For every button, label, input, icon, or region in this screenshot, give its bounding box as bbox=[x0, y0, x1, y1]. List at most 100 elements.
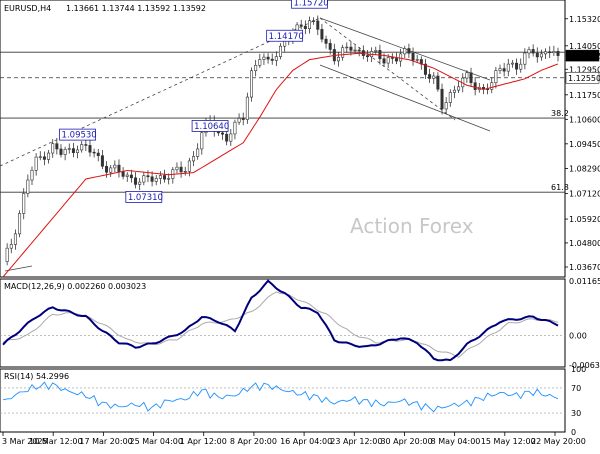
dashed-level-tag-label: 1.12550 bbox=[568, 74, 600, 83]
candle-body bbox=[158, 175, 162, 179]
macd-layer bbox=[0, 279, 565, 362]
diagonal-dotted-line bbox=[319, 17, 456, 121]
current-price-tag-bg bbox=[565, 49, 600, 62]
candle-body bbox=[254, 64, 258, 72]
candle-body bbox=[34, 156, 38, 171]
candle-body bbox=[515, 62, 519, 70]
price-annotation-label-1: 1.09530 bbox=[62, 131, 97, 141]
candle-body bbox=[345, 46, 349, 49]
symbol-label: EURUSD,H4 bbox=[4, 4, 51, 13]
candle-body bbox=[469, 72, 473, 84]
candle-body bbox=[26, 179, 30, 194]
x-tick-label-5: 8 Apr 20:00 bbox=[230, 437, 277, 446]
x-tick-label-10: 15 May 12:00 bbox=[481, 437, 536, 446]
candle-body bbox=[18, 213, 22, 235]
candle-body bbox=[237, 118, 241, 123]
candle-body bbox=[349, 46, 353, 51]
candle-body bbox=[192, 156, 196, 162]
candle-body bbox=[415, 59, 419, 61]
candle-body bbox=[270, 58, 274, 61]
price-tick-label-10: 1.03670 bbox=[569, 263, 600, 272]
rsi-tick-label-2: 30 bbox=[571, 409, 581, 418]
moving-average-line bbox=[2, 52, 559, 278]
price-tick-label-6: 1.08290 bbox=[569, 165, 600, 174]
candle-body bbox=[105, 165, 109, 173]
candle-body bbox=[22, 193, 26, 214]
price-tick-label-5: 1.09450 bbox=[569, 140, 600, 149]
candle-body bbox=[9, 244, 13, 249]
candle-body bbox=[225, 133, 229, 142]
candle-body bbox=[336, 56, 340, 62]
candle-body bbox=[411, 52, 415, 61]
candle-body bbox=[341, 47, 345, 58]
candle-body bbox=[390, 57, 394, 59]
candle-body bbox=[138, 181, 142, 185]
candle-body bbox=[262, 56, 266, 60]
rsi-tick-label-3: 0 bbox=[571, 428, 576, 437]
candle-body bbox=[357, 49, 361, 52]
candle-body bbox=[163, 175, 167, 180]
candle-body bbox=[452, 89, 456, 93]
bottom-short-trendline bbox=[4, 265, 33, 272]
rsi-panel-frame bbox=[0, 368, 566, 433]
candle-body bbox=[399, 53, 403, 62]
candle-body bbox=[544, 51, 548, 55]
candle-body bbox=[523, 52, 527, 65]
candle-body bbox=[241, 118, 245, 120]
candle-body bbox=[428, 74, 432, 79]
price-annotation-label-4: 1.14170 bbox=[269, 32, 304, 42]
rsi-line bbox=[2, 381, 559, 413]
dashed-level-tag-bg bbox=[565, 72, 600, 84]
candle-body bbox=[303, 25, 307, 29]
x-tick-label-9: 8 May 04:00 bbox=[431, 437, 481, 446]
price-tick-label-1: 1.14050 bbox=[569, 42, 600, 51]
candle-body bbox=[324, 38, 328, 44]
candle-body bbox=[535, 52, 539, 58]
long-dotted-trendline bbox=[0, 17, 321, 167]
rsi-tick-label-0: 100 bbox=[571, 365, 586, 374]
candle-body bbox=[233, 121, 237, 135]
candle-body bbox=[552, 51, 556, 54]
candle-body bbox=[5, 247, 9, 262]
candle-body bbox=[150, 176, 154, 182]
x-tick-label-0: 3 Mar 2025 bbox=[2, 437, 48, 446]
candle-body bbox=[179, 166, 183, 173]
candle-body bbox=[142, 175, 146, 183]
candle-body bbox=[47, 152, 51, 160]
macd-title: MACD(12,26,9) 0.002260 0.003023 bbox=[4, 282, 146, 291]
candle-body bbox=[146, 175, 150, 178]
x-tick-label-6: 16 Apr 04:00 bbox=[280, 437, 332, 446]
price-tick-label-8: 1.05920 bbox=[569, 215, 600, 224]
candle-body bbox=[473, 82, 477, 90]
candle-body bbox=[38, 156, 42, 158]
candle-body bbox=[80, 144, 84, 151]
candle-body bbox=[353, 49, 357, 52]
price-annotation-label-3: 1.10640 bbox=[194, 122, 229, 132]
candle-body bbox=[187, 160, 191, 172]
x-tick-label-2: 17 Mar 20:00 bbox=[79, 437, 132, 446]
candle-body bbox=[245, 96, 249, 120]
candle-body bbox=[200, 132, 204, 150]
candle-body bbox=[258, 59, 262, 66]
candle-body bbox=[55, 143, 59, 150]
candle-body bbox=[407, 48, 411, 54]
candle-body bbox=[465, 72, 469, 79]
price-annotation-label-0: 1.15720 bbox=[293, 0, 328, 9]
rsi-tick-label-1: 70 bbox=[571, 384, 581, 393]
candle-body bbox=[448, 92, 452, 103]
fib-level-label-3: 61.8 bbox=[551, 183, 569, 192]
candle-body bbox=[121, 171, 125, 177]
candle-body bbox=[117, 164, 121, 173]
price-annotation-box-1 bbox=[59, 128, 96, 141]
macd-main-line bbox=[2, 279, 559, 362]
candle-body bbox=[109, 167, 113, 173]
candle-body bbox=[386, 57, 390, 64]
candle-body bbox=[266, 56, 270, 60]
candle-body bbox=[320, 29, 324, 40]
candle-body bbox=[312, 20, 316, 22]
x-tick-label-1: 10 Mar 12:00 bbox=[29, 437, 82, 446]
candle-body bbox=[498, 68, 502, 71]
price-panel-frame bbox=[0, 0, 566, 278]
